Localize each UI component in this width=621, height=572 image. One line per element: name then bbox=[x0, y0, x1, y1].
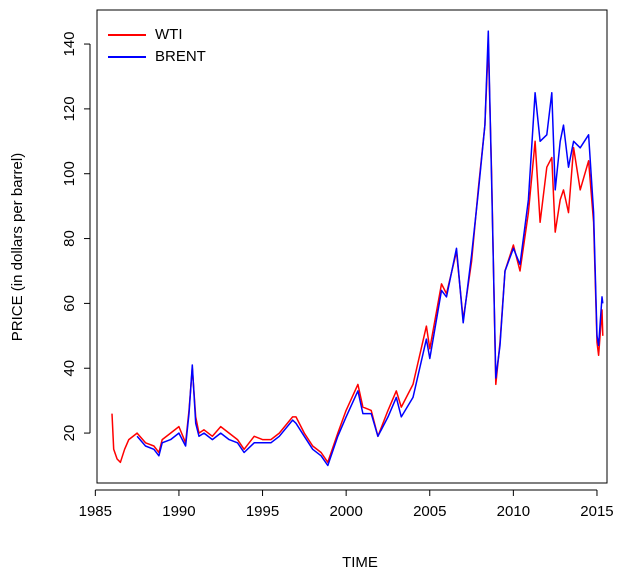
series-line bbox=[111, 43, 604, 464]
y-tick-label: 120 bbox=[61, 96, 78, 121]
x-tick-label: 2005 bbox=[413, 503, 446, 520]
x-tick-label: 2010 bbox=[497, 503, 530, 520]
legend-label: BRENT bbox=[155, 48, 206, 65]
x-axis-title: TIME bbox=[342, 554, 378, 571]
y-axis-title: PRICE (in dollars per barrel) bbox=[9, 153, 26, 341]
series-line bbox=[136, 30, 604, 467]
y-tick-label: 20 bbox=[61, 425, 78, 442]
y-tick-label: 140 bbox=[61, 32, 78, 57]
legend-label: WTI bbox=[155, 26, 183, 43]
x-tick-label: 1995 bbox=[246, 503, 279, 520]
plot-box bbox=[96, 9, 608, 484]
x-tick-label: 1985 bbox=[79, 503, 112, 520]
x-tick-label: 2015 bbox=[580, 503, 613, 520]
y-tick-label: 100 bbox=[61, 161, 78, 186]
y-tick-label: 60 bbox=[61, 295, 78, 312]
y-tick-label: 80 bbox=[61, 230, 78, 247]
x-tick-label: 1990 bbox=[162, 503, 195, 520]
x-tick-label: 2000 bbox=[329, 503, 362, 520]
y-tick-label: 40 bbox=[61, 360, 78, 377]
